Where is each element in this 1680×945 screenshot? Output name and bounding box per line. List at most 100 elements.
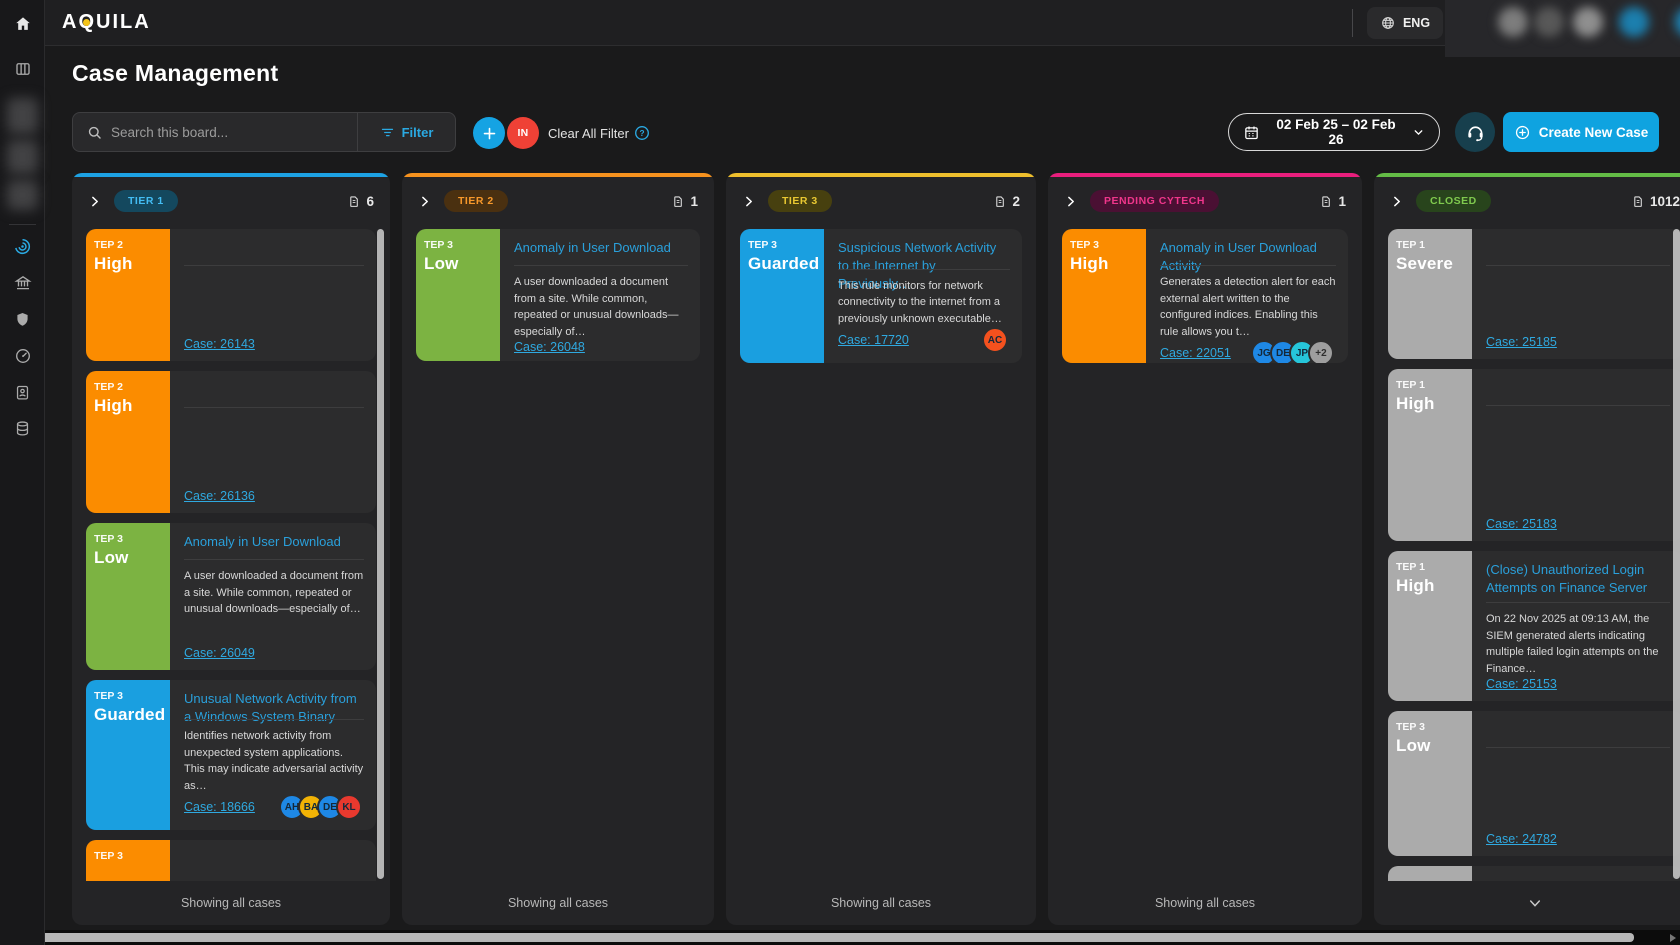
radar-icon[interactable]	[0, 233, 45, 259]
bank-icon[interactable]	[0, 270, 45, 296]
case-card[interactable]: TEP 3 Guarded Suspicious Network Activity …	[740, 229, 1022, 363]
language-selector[interactable]: ENG	[1367, 7, 1443, 39]
gauge-icon[interactable]	[0, 343, 45, 369]
board-search: Filter	[72, 112, 456, 152]
case-card[interactable]: TEP 1 High (Close) Unauthorized Login Atte…	[1388, 551, 1680, 701]
case-title-link[interactable]	[184, 381, 364, 400]
case-card[interactable]: TEP 3 Low Anomaly in User Download A user d…	[86, 523, 376, 670]
column-collapse-button[interactable]	[1064, 195, 1077, 208]
case-link[interactable]: Case: 25153	[1486, 677, 1557, 691]
severity-label: Guarded	[94, 705, 166, 724]
case-title-link	[184, 850, 364, 869]
user-avatar-blurred[interactable]	[1675, 7, 1680, 37]
case-title-link[interactable]: Unusual Network Activity from a Windows …	[184, 691, 357, 725]
case-card[interactable]	[1388, 866, 1680, 881]
case-link[interactable]: Case: 26143	[184, 337, 255, 351]
case-link[interactable]: Case: 26048	[514, 340, 585, 354]
user-avatar-blurred[interactable]	[1619, 7, 1649, 37]
case-link[interactable]: Case: 26136	[184, 489, 255, 503]
kanban-column-tier2: TIER 2 1 TEP 3 Low Anomaly in User Download A…	[402, 173, 714, 925]
case-card[interactable]: TEP 3 Low Case: 24782	[1388, 711, 1680, 856]
case-title-link[interactable]: Anomaly in User Download Activity	[1160, 240, 1317, 274]
help-icon[interactable]: ?	[633, 124, 651, 147]
case-title-link[interactable]	[1486, 721, 1670, 740]
blurred-sidebar-icon[interactable]	[7, 98, 38, 134]
vertical-scrollbar[interactable]	[377, 229, 384, 879]
user-avatar-blurred[interactable]	[1498, 7, 1528, 37]
case-link[interactable]: Case: 25183	[1486, 517, 1557, 531]
case-title-link[interactable]	[184, 239, 364, 258]
case-title-link[interactable]	[1486, 239, 1670, 258]
column-count-value: 1012	[1649, 193, 1680, 209]
severity-panel: TEP 3 High	[1062, 229, 1146, 363]
case-title-link[interactable]: Suspicious Network Activity to the Inter…	[838, 240, 997, 292]
column-header: TIER 1 6	[72, 177, 390, 225]
assignee-avatars: AC	[982, 327, 1010, 353]
filter-button[interactable]: Filter	[357, 113, 455, 151]
search-input[interactable]	[103, 124, 357, 140]
database-icon[interactable]	[0, 416, 45, 442]
card-divider	[1486, 602, 1670, 603]
home-icon[interactable]	[0, 11, 45, 37]
blurred-sidebar-icon[interactable]	[7, 140, 38, 174]
column-collapse-button[interactable]	[418, 195, 431, 208]
avatar: AC	[982, 327, 1008, 353]
blurred-sidebar-icon[interactable]	[7, 180, 38, 210]
case-card[interactable]: TEP 3 High Anomaly in User Download Activi…	[1062, 229, 1348, 363]
severity-label: High	[94, 254, 133, 273]
case-card[interactable]: TEP 1 High Case: 25183	[1388, 369, 1680, 541]
case-card[interactable]: TEP 3 Low Anomaly in User Download A user d…	[416, 229, 700, 361]
date-range-picker[interactable]: 02 Feb 25 – 02 Feb 26	[1228, 113, 1440, 151]
case-link[interactable]: Case: 25185	[1486, 335, 1557, 349]
case-title-link[interactable]	[1486, 379, 1670, 398]
user-avatar-blurred[interactable]	[1573, 7, 1603, 37]
case-title-link[interactable]: Anomaly in User Download	[184, 534, 341, 549]
severity-label: High	[1396, 394, 1435, 413]
shield-icon[interactable]	[0, 306, 45, 332]
scroll-right-arrow-icon[interactable]	[1670, 934, 1676, 942]
card-body: Anomaly in User Download Activity Generat…	[1146, 229, 1348, 363]
case-title-link[interactable]: Anomaly in User Download	[514, 240, 671, 255]
user-avatar-blurred[interactable]	[1534, 7, 1564, 37]
case-link[interactable]: Case: 24782	[1486, 832, 1557, 846]
case-card[interactable]: TEP 2 High Case: 26143	[86, 229, 376, 361]
in-filter-chip[interactable]: IN	[507, 117, 539, 149]
card-divider	[838, 268, 1010, 270]
create-new-case-button[interactable]: Create New Case	[1503, 112, 1659, 152]
case-link[interactable]: Case: 22051	[1160, 346, 1231, 360]
card-body: Suspicious Network Activity to the Inter…	[824, 229, 1022, 363]
column-load-more-button[interactable]	[1523, 891, 1547, 915]
tep-label: TEP 2	[94, 381, 123, 393]
case-title-link[interactable]: (Close) Unauthorized Login Attempts on F…	[1486, 562, 1648, 596]
severity-panel: TEP 2 High	[86, 229, 170, 361]
filter-label: Filter	[401, 124, 434, 140]
clear-all-filter-button[interactable]: Clear All Filter	[548, 126, 629, 141]
vertical-scrollbar[interactable]	[1673, 229, 1680, 879]
case-card[interactable]: TEP 3	[86, 840, 376, 881]
tep-label: TEP 2	[94, 239, 123, 251]
tep-label: TEP 3	[94, 690, 123, 702]
kanban-board-icon[interactable]	[0, 56, 45, 82]
case-link[interactable]: Case: 18666	[184, 800, 255, 814]
case-card[interactable]: TEP 2 High Case: 26136	[86, 371, 376, 513]
column-status-pill: TIER 3	[768, 190, 832, 212]
id-badge-icon[interactable]	[0, 379, 45, 405]
column-collapse-button[interactable]	[1390, 195, 1403, 208]
severity-label: Guarded	[748, 254, 820, 273]
support-button[interactable]	[1455, 112, 1495, 152]
severity-panel: TEP 3 Low	[416, 229, 500, 361]
case-card[interactable]: TEP 1 Severe Case: 25185	[1388, 229, 1680, 359]
column-footer-label: Showing all cases	[507, 896, 609, 910]
column-collapse-button[interactable]	[88, 195, 101, 208]
horizontal-scrollbar-thumb[interactable]	[22, 933, 1634, 942]
case-link[interactable]: Case: 17720	[838, 333, 909, 347]
kanban-column-tier1: TIER 1 6 TEP 2 High Case: 26143 TEP 2 High Case…	[72, 173, 390, 925]
card-body: Anomaly in User Download A user downloade…	[500, 229, 700, 361]
column-count-value: 1	[690, 193, 698, 209]
case-card[interactable]: TEP 3 Guarded Unusual Network Activity fro…	[86, 680, 376, 830]
case-link[interactable]: Case: 26049	[184, 646, 255, 660]
column-collapse-button[interactable]	[742, 195, 755, 208]
severity-label: Low	[424, 254, 459, 273]
column-count-value: 2	[1012, 193, 1020, 209]
add-filter-button[interactable]	[473, 117, 505, 149]
